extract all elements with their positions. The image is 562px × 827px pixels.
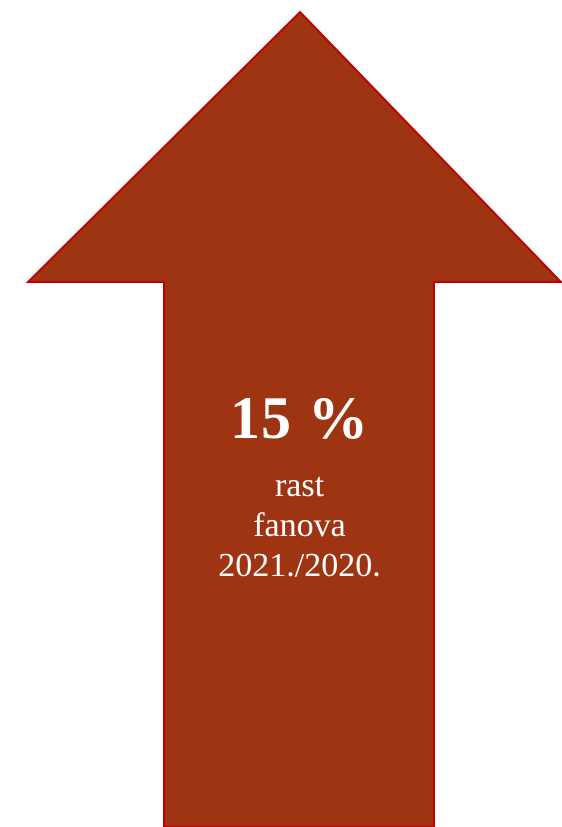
arrow-shape xyxy=(25,10,562,827)
growth-percentage: 15 % xyxy=(230,385,369,451)
caption-line-3: 2021./2020. xyxy=(218,547,381,584)
caption-line-1: rast xyxy=(274,467,325,504)
arrow-label: 15 % rast fanova 2021./2020. xyxy=(164,378,435,586)
caption-line-2: fanova xyxy=(253,507,346,544)
